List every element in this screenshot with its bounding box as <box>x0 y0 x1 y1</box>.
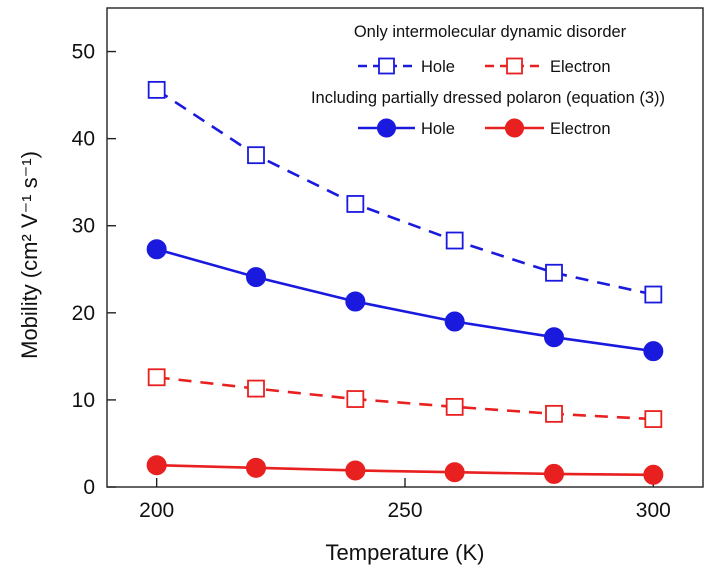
data-point <box>146 239 167 260</box>
legend-marker <box>506 57 523 75</box>
y-tick-label: 50 <box>72 41 95 64</box>
legend-group1-title: Only intermolecular dynamic disorder <box>354 23 627 41</box>
data-point <box>346 195 365 213</box>
legend-label: Hole <box>421 58 455 76</box>
data-point <box>345 291 366 312</box>
y-axis-title: Mobility (cm² V⁻¹ s⁻¹) <box>17 151 42 359</box>
x-tick-label: 250 <box>387 499 422 522</box>
data-point <box>147 368 166 387</box>
legend-group2-title: Including partially dressed polaron (equ… <box>311 89 665 107</box>
data-point <box>545 263 563 282</box>
x-tick-label: 300 <box>636 499 671 522</box>
data-point <box>345 460 366 481</box>
legend-label: Electron <box>550 58 611 76</box>
data-point <box>146 455 167 476</box>
legend-label: Hole <box>421 120 455 138</box>
series-1 <box>147 368 663 428</box>
plot-frame <box>106 7 704 488</box>
legend-marker <box>377 118 396 138</box>
series-line <box>156 247 654 353</box>
legend-marker <box>378 57 395 75</box>
y-tick-label: 40 <box>72 128 95 151</box>
x-tick-label: 200 <box>139 499 174 522</box>
series-3 <box>146 455 664 485</box>
data-point <box>445 397 464 416</box>
data-point <box>444 462 465 483</box>
legend-marker <box>505 118 524 138</box>
series-line <box>156 463 654 477</box>
y-tick-label: 0 <box>83 476 95 499</box>
data-point <box>246 267 266 288</box>
y-tick-label: 20 <box>72 302 95 325</box>
series-0 <box>147 80 663 304</box>
data-point <box>644 410 663 428</box>
x-axis-title: Temperature (K) <box>326 540 485 565</box>
data-point <box>544 463 564 484</box>
series-line <box>156 375 654 421</box>
series-line <box>155 88 654 296</box>
data-point <box>247 379 265 398</box>
data-point <box>445 231 464 250</box>
data-point <box>643 341 664 362</box>
y-tick-label: 10 <box>72 389 95 412</box>
data-point <box>346 390 365 408</box>
data-point <box>247 146 265 165</box>
data-point <box>444 311 465 332</box>
data-point <box>644 285 663 304</box>
y-tick-label: 30 <box>72 215 95 238</box>
data-point <box>643 464 664 485</box>
data-point <box>544 327 564 348</box>
data-point <box>545 404 563 423</box>
data-point <box>147 80 166 99</box>
legend-label: Electron <box>550 120 611 138</box>
series-2 <box>146 239 664 362</box>
data-point <box>246 457 266 478</box>
